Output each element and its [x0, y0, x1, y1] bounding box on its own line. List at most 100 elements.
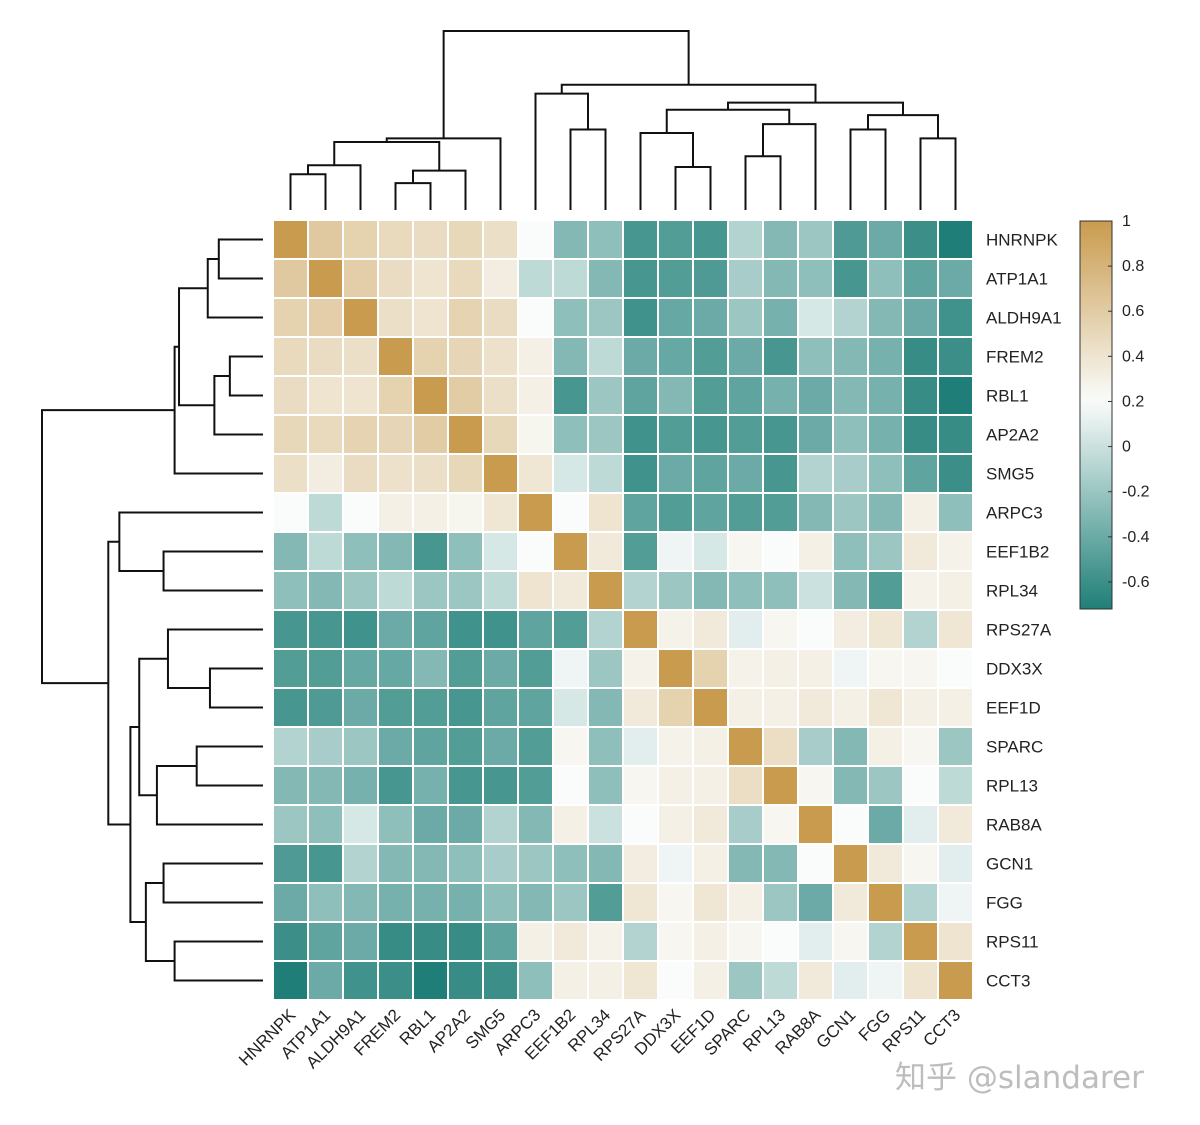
cell-ap2a2-ap2a2 — [447, 414, 484, 455]
cell-atp1a1-fgg — [867, 258, 904, 299]
cell-aldh9a1-gcn1 — [832, 297, 869, 338]
cell-atp1a1-frem2 — [377, 258, 414, 299]
cell-hnrnpk-fgg — [867, 219, 904, 260]
cell-aldh9a1-hnrnpk — [272, 297, 309, 338]
cell-ddx3x-rps27a — [622, 648, 659, 689]
row-label-arpc3: ARPC3 — [986, 504, 1043, 523]
cell-cct3-fgg — [867, 960, 904, 1001]
cell-cct3-arpc3 — [517, 960, 554, 1001]
cell-frem2-rpl34 — [587, 336, 624, 377]
cell-eef1b2-hnrnpk — [272, 531, 309, 572]
cell-rbl1-hnrnpk — [272, 375, 309, 416]
cell-rps11-arpc3 — [517, 921, 554, 962]
cell-ap2a2-arpc3 — [517, 414, 554, 455]
cell-fgg-rps27a — [622, 882, 659, 923]
cell-fgg-rps11 — [902, 882, 939, 923]
cell-rps27a-ddx3x — [657, 609, 694, 650]
cell-rpl13-frem2 — [377, 765, 414, 806]
cell-gcn1-hnrnpk — [272, 843, 309, 884]
cell-ddx3x-ap2a2 — [447, 648, 484, 689]
cell-rps27a-arpc3 — [517, 609, 554, 650]
cell-sparc-ddx3x — [657, 726, 694, 767]
dendrogram-link — [560, 83, 817, 103]
cell-rpl34-frem2 — [377, 570, 414, 611]
cell-aldh9a1-fgg — [867, 297, 904, 338]
cell-hnrnpk-sparc — [727, 219, 764, 260]
cell-cct3-cct3 — [937, 960, 974, 1001]
cell-rps27a-rab8a — [797, 609, 834, 650]
cell-rpl34-rps27a — [622, 570, 659, 611]
cell-rpl13-hnrnpk — [272, 765, 309, 806]
cell-rab8a-rps27a — [622, 804, 659, 845]
cell-sparc-rbl1 — [412, 726, 449, 767]
cell-rps27a-rpl34 — [587, 609, 624, 650]
cell-arpc3-rps27a — [622, 492, 659, 533]
cell-gcn1-ap2a2 — [447, 843, 484, 884]
cell-atp1a1-arpc3 — [517, 258, 554, 299]
cell-rps27a-rps11 — [902, 609, 939, 650]
cell-fgg-hnrnpk — [272, 882, 309, 923]
cell-smg5-gcn1 — [832, 453, 869, 494]
cell-rpl34-eef1d — [692, 570, 729, 611]
cell-smg5-cct3 — [937, 453, 974, 494]
cell-aldh9a1-atp1a1 — [307, 297, 344, 338]
cell-ap2a2-fgg — [867, 414, 904, 455]
cell-rps11-sparc — [727, 921, 764, 962]
cell-cct3-eef1d — [692, 960, 729, 1001]
cell-sparc-hnrnpk — [272, 726, 309, 767]
cell-rbl1-rpl13 — [762, 375, 799, 416]
cell-eef1d-aldh9a1 — [342, 687, 379, 728]
cell-smg5-hnrnpk — [272, 453, 309, 494]
dendrogram-link — [412, 169, 467, 210]
cell-cct3-atp1a1 — [307, 960, 344, 1001]
dendrogram-link — [173, 345, 263, 475]
cell-hnrnpk-eef1d — [692, 219, 729, 260]
cell-ddx3x-fgg — [867, 648, 904, 689]
cell-rab8a-atp1a1 — [307, 804, 344, 845]
cell-eef1b2-fgg — [867, 531, 904, 572]
cell-gcn1-gcn1 — [832, 843, 869, 884]
cell-fgg-ap2a2 — [447, 882, 484, 923]
col-label-cct3: CCT3 — [919, 1005, 964, 1050]
row-label-ap2a2: AP2A2 — [986, 426, 1039, 445]
cell-eef1d-rps27a — [622, 687, 659, 728]
row-label-smg5: SMG5 — [986, 465, 1034, 484]
cell-eef1b2-rps11 — [902, 531, 939, 572]
cell-smg5-rab8a — [797, 453, 834, 494]
cell-rps11-cct3 — [937, 921, 974, 962]
cell-gcn1-eef1b2 — [552, 843, 589, 884]
cell-aldh9a1-eef1d — [692, 297, 729, 338]
cell-sparc-eef1d — [692, 726, 729, 767]
cell-rbl1-eef1b2 — [552, 375, 589, 416]
column-labels: HNRNPKATP1A1ALDH9A1FREM2RBL1AP2A2SMG5ARP… — [235, 1005, 964, 1072]
cell-gcn1-ddx3x — [657, 843, 694, 884]
cell-frem2-atp1a1 — [307, 336, 344, 377]
cell-hnrnpk-rab8a — [797, 219, 834, 260]
cell-fgg-gcn1 — [832, 882, 869, 923]
cell-aldh9a1-rps11 — [902, 297, 939, 338]
cell-rps27a-rps27a — [622, 609, 659, 650]
cell-rpl13-rps27a — [622, 765, 659, 806]
cell-rpl34-fgg — [867, 570, 904, 611]
cell-gcn1-rps27a — [622, 843, 659, 884]
cell-smg5-fgg — [867, 453, 904, 494]
cell-eef1d-eef1d — [692, 687, 729, 728]
cell-rpl34-rps11 — [902, 570, 939, 611]
dendrogram-link — [289, 173, 327, 210]
cell-arpc3-aldh9a1 — [342, 492, 379, 533]
cell-arpc3-ap2a2 — [447, 492, 484, 533]
cell-ddx3x-smg5 — [482, 648, 519, 689]
cell-sparc-rps11 — [902, 726, 939, 767]
cell-rpl13-rpl13 — [762, 765, 799, 806]
cell-aldh9a1-arpc3 — [517, 297, 554, 338]
cell-cct3-rab8a — [797, 960, 834, 1001]
cell-rab8a-sparc — [727, 804, 764, 845]
cell-ddx3x-atp1a1 — [307, 648, 344, 689]
colorbar-tick-label: 0.8 — [1122, 258, 1144, 275]
cell-arpc3-eef1b2 — [552, 492, 589, 533]
cell-smg5-rps27a — [622, 453, 659, 494]
dendrogram-link — [569, 128, 607, 210]
dendrogram-link — [867, 114, 939, 139]
cell-rps11-rbl1 — [412, 921, 449, 962]
cell-arpc3-rpl34 — [587, 492, 624, 533]
